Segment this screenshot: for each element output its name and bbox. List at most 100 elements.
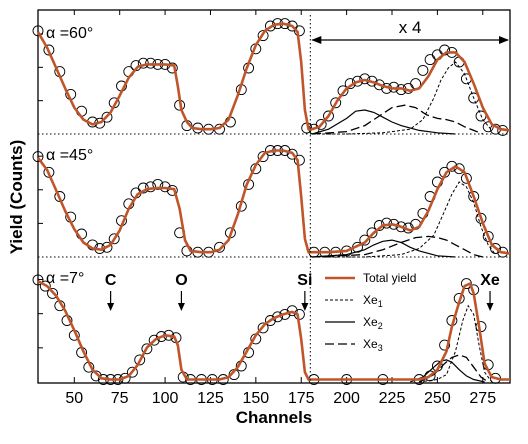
data-point (257, 151, 269, 163)
plot-frame (37, 9, 511, 384)
legend-label: Xe1 (363, 293, 383, 309)
element-label-c: C (105, 272, 117, 289)
component-xe1-curve (312, 181, 496, 258)
component-xe2-curve (312, 239, 456, 258)
x-tick-label: 200 (333, 390, 360, 407)
panel-1: α =60° (32, 18, 511, 136)
total-yield-curve (37, 279, 510, 381)
data-point (166, 62, 178, 74)
x-tick-label: 275 (469, 390, 496, 407)
x-tick-label: 125 (197, 390, 224, 407)
element-markers: C O Si Xe (105, 272, 500, 311)
element-label-si: Si (297, 272, 312, 289)
data-point (424, 54, 436, 66)
total-yield-curve (36, 149, 511, 255)
data-point (337, 85, 349, 97)
x-axis-title: Channels (236, 408, 313, 427)
element-arrowhead-o (177, 303, 185, 311)
component-xe3-curve (312, 104, 484, 135)
element-label-o: O (175, 272, 187, 289)
data-point (490, 243, 501, 254)
component-xe2-curve (409, 359, 485, 383)
data-point (43, 44, 55, 56)
data-point (359, 73, 371, 85)
data-point (101, 111, 113, 123)
legend-label-text: Xe (363, 315, 378, 329)
data-point (475, 212, 487, 224)
data-point (293, 25, 305, 37)
y-axis-title: Yield (Counts) (7, 140, 26, 255)
data-point (166, 184, 178, 196)
legend-label-subscript: 1 (378, 299, 383, 309)
legend-label-subscript: 2 (378, 321, 383, 331)
data-point (315, 118, 327, 130)
total-yield-curve (36, 22, 511, 132)
magnification-arrowhead-left (311, 36, 322, 44)
data-point (264, 20, 276, 32)
legend-label-text: Total yield (363, 271, 416, 285)
panel-3: α =7° (32, 270, 510, 385)
component-xe2-curve (311, 109, 456, 135)
x-tick-label: 100 (152, 390, 179, 407)
x-tick-label: 175 (288, 390, 315, 407)
legend-label-text: Xe (363, 293, 378, 307)
data-point (32, 274, 44, 286)
component-xe1-curve (312, 61, 493, 135)
data-point (214, 241, 225, 253)
legend-label: Xe2 (363, 315, 383, 331)
x-tick-label: 50 (65, 390, 83, 407)
data-point (395, 221, 407, 233)
element-arrowhead-si (301, 303, 309, 311)
x-tick-label: 75 (111, 390, 129, 407)
data-point (482, 121, 494, 133)
data-point (330, 97, 342, 109)
data-point (359, 234, 371, 246)
data-point (286, 305, 298, 317)
panel-label: α =45° (46, 147, 93, 164)
data-point (47, 287, 58, 299)
component-xe3-curve (312, 235, 483, 258)
data-point (366, 227, 378, 239)
data-point (141, 343, 153, 355)
data-point (439, 339, 451, 351)
magnification-label: x 4 (399, 18, 422, 37)
data-point (90, 370, 102, 382)
legend-label-text: Xe (363, 337, 378, 351)
data-point (373, 79, 385, 91)
element-arrowhead-c (107, 303, 115, 311)
data-point (257, 322, 269, 334)
component-xe1-curve (419, 304, 493, 383)
element-label-xe: Xe (480, 272, 500, 289)
axes-layer: 50 75 100 125 150 175 200 225 250 275 (38, 10, 496, 407)
data-point (257, 30, 269, 42)
x-tick-label: 250 (424, 390, 451, 407)
data-point (286, 148, 298, 160)
legend-label-subscript: 3 (378, 343, 383, 353)
data-point (101, 241, 113, 253)
magnification-annotation: x 4 (309, 15, 509, 383)
element-arrowhead-xe (486, 303, 494, 311)
data-point (43, 166, 55, 178)
x-tick-label: 225 (379, 390, 406, 407)
panel-label: α =7° (46, 270, 84, 287)
data-point (134, 354, 146, 366)
data-point (482, 230, 494, 242)
component-xe3-curve (418, 354, 489, 383)
legend-label: Total yield (363, 271, 416, 285)
data-point (148, 334, 160, 346)
data-point (272, 311, 284, 323)
data-point (108, 233, 120, 245)
data-point (152, 178, 164, 190)
data-point (264, 315, 276, 326)
panel-2: α =45° (32, 145, 511, 258)
data-point (39, 280, 51, 292)
magnification-arrowhead-right (499, 36, 509, 44)
panels-layer: α =60° α =45° α =7° (32, 18, 511, 385)
data-point (323, 110, 334, 122)
x-tick-label: 150 (242, 390, 269, 407)
data-point (417, 64, 429, 76)
data-point (126, 366, 138, 378)
legend-label: Xe3 (363, 337, 383, 353)
